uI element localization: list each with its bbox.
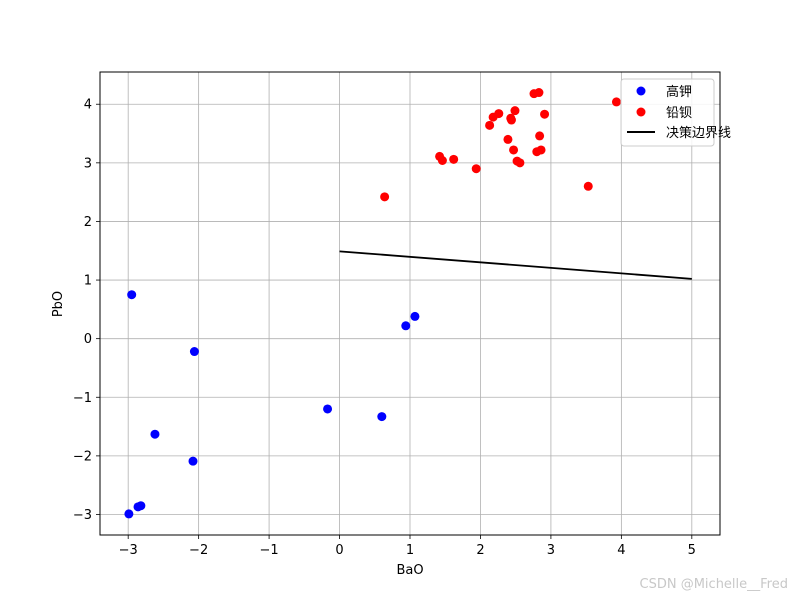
y-tick-label: 0 bbox=[84, 332, 92, 347]
axis-ticks: −3 −2 −1 0 1 2 3 4 5 −3 −2 −1 0 1 2 3 4 bbox=[73, 98, 696, 558]
data-point-lead-barium bbox=[583, 181, 593, 191]
x-tick-label: 4 bbox=[617, 543, 625, 558]
x-tick-label: 5 bbox=[688, 543, 696, 558]
y-tick-label: −3 bbox=[73, 508, 92, 523]
x-tick-label: −2 bbox=[189, 543, 208, 558]
data-point-high-potassium bbox=[410, 311, 420, 321]
x-tick-label: 1 bbox=[406, 543, 414, 558]
data-point-lead-barium bbox=[437, 155, 447, 165]
legend-box bbox=[620, 78, 715, 147]
y-tick-label: 3 bbox=[84, 156, 92, 171]
data-point-high-potassium bbox=[124, 509, 134, 519]
data-point-lead-barium bbox=[536, 145, 546, 155]
y-tick-label: −1 bbox=[73, 391, 92, 406]
x-tick-label: −1 bbox=[260, 543, 279, 558]
data-point-lead-barium bbox=[611, 97, 621, 107]
x-tick-label: −3 bbox=[119, 543, 138, 558]
x-tick-label: 3 bbox=[547, 543, 555, 558]
data-point-high-potassium bbox=[127, 290, 137, 300]
data-point-lead-barium bbox=[503, 134, 513, 144]
y-tick-label: 4 bbox=[84, 98, 92, 113]
watermark: CSDN @Michelle__Fred bbox=[639, 577, 788, 592]
data-point-lead-barium bbox=[494, 109, 504, 119]
data-point-lead-barium bbox=[471, 164, 481, 174]
data-point-lead-barium bbox=[485, 120, 495, 130]
x-axis-label: BaO bbox=[396, 563, 423, 578]
y-tick-label: 2 bbox=[84, 215, 92, 230]
data-point-lead-barium bbox=[515, 158, 525, 168]
data-points-layer bbox=[124, 88, 621, 519]
x-tick-label: 0 bbox=[335, 543, 343, 558]
data-point-lead-barium bbox=[540, 109, 550, 119]
grid bbox=[100, 72, 720, 535]
data-point-lead-barium bbox=[506, 115, 516, 125]
data-point-high-potassium bbox=[150, 429, 160, 439]
data-point-lead-barium bbox=[380, 192, 390, 202]
data-point-high-potassium bbox=[189, 347, 199, 357]
data-point-high-potassium bbox=[136, 501, 146, 511]
data-point-high-potassium bbox=[188, 456, 198, 466]
y-axis-label: PbO bbox=[51, 291, 66, 317]
decision-boundary-line bbox=[339, 250, 692, 280]
y-tick-label: −2 bbox=[73, 449, 92, 464]
x-tick-label: 2 bbox=[476, 543, 484, 558]
legend-label-decision-boundary: 决策边界线 bbox=[666, 125, 731, 141]
data-point-high-potassium bbox=[377, 412, 387, 422]
data-point-lead-barium bbox=[509, 145, 519, 155]
data-point-lead-barium bbox=[535, 131, 545, 141]
legend-marker-high-potassium bbox=[636, 86, 646, 96]
data-point-lead-barium bbox=[510, 106, 520, 116]
data-point-high-potassium bbox=[401, 321, 411, 331]
data-point-lead-barium bbox=[449, 154, 459, 164]
data-point-high-potassium bbox=[323, 404, 333, 414]
data-point-lead-barium bbox=[534, 88, 544, 98]
legend-label-lead-barium: 铅钡 bbox=[666, 106, 692, 121]
legend-marker-lead-barium bbox=[636, 107, 646, 117]
legend: 高钾 铅钡 决策边界线 bbox=[620, 78, 731, 147]
y-tick-label: 1 bbox=[84, 274, 92, 289]
decision-boundary-layer bbox=[339, 250, 692, 280]
legend-label-high-potassium: 高钾 bbox=[666, 84, 692, 100]
